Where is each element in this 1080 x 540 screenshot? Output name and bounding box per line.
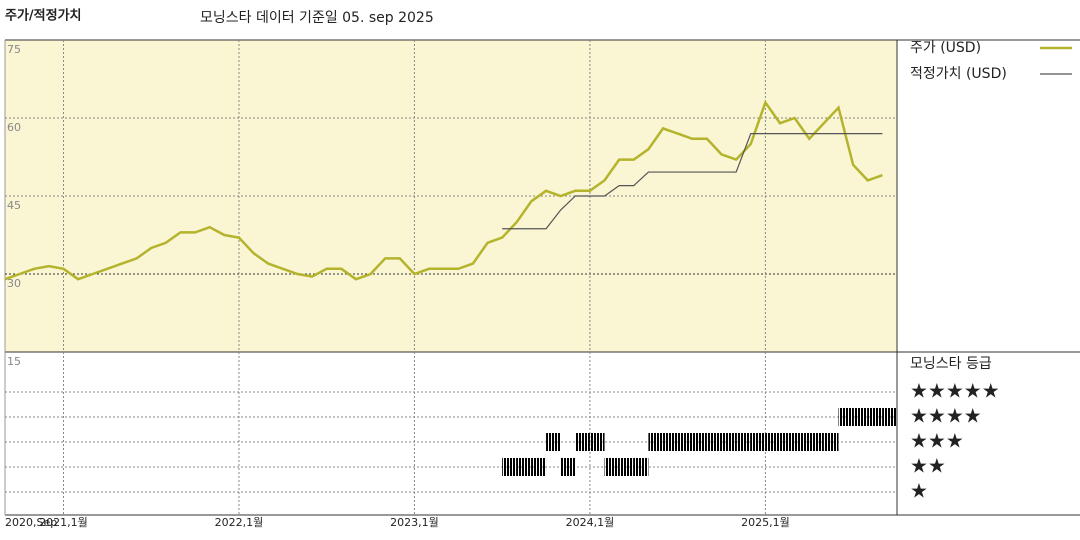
series-line xyxy=(502,133,883,230)
chart-subtitle: 모닝스타 데이터 기준일 05. sep 2025 xyxy=(200,10,434,26)
legend-label: 적정가치 (USD) xyxy=(910,66,1007,82)
rating-bar xyxy=(677,433,693,451)
legend-label: 주가 (USD) xyxy=(910,40,981,56)
rating-label: ★★★★★ xyxy=(910,379,1000,403)
rating-bar xyxy=(531,458,547,476)
rating-bar xyxy=(502,458,517,476)
y-tick-label: 15 xyxy=(7,355,21,368)
rating-bar xyxy=(516,458,532,476)
rating-bar xyxy=(867,408,883,426)
rating-bar xyxy=(736,433,751,451)
rating-bar xyxy=(575,433,590,451)
rating-bar xyxy=(838,408,854,426)
rating-bar xyxy=(648,433,664,451)
x-tick-label: 2025,1월 xyxy=(741,516,790,529)
frame xyxy=(4,39,1080,516)
x-tick-label: 2022,1월 xyxy=(215,516,264,529)
rating-bar xyxy=(706,433,722,451)
rating-bar xyxy=(780,433,795,451)
rating-bar xyxy=(692,433,707,451)
rating-bar xyxy=(809,433,824,451)
rating-bar xyxy=(765,433,781,451)
rating-bar xyxy=(619,458,634,476)
rating-bar xyxy=(663,433,678,451)
x-tick-label: 2020,Sep xyxy=(5,516,57,529)
y-tick-label: 45 xyxy=(7,199,21,212)
rating-label: ★★★★ xyxy=(910,404,982,428)
rating-label: ★ xyxy=(910,479,928,503)
rating-bar xyxy=(589,433,605,451)
rating-bar xyxy=(633,458,649,476)
x-tick-label: 2024,1월 xyxy=(566,516,615,529)
rating-bar xyxy=(750,433,766,451)
x-tick-label: 2023,1월 xyxy=(390,516,439,529)
rating-title: 모닝스타 등급 xyxy=(910,356,992,372)
y-tick-label: 60 xyxy=(7,121,21,134)
rating-bar xyxy=(546,433,561,451)
x-tick-label: 2021,1월 xyxy=(39,516,88,529)
rating-bar xyxy=(853,408,868,426)
rating-label: ★★★ xyxy=(910,429,964,453)
y-tick-label: 30 xyxy=(7,277,21,290)
y-tick-label: 75 xyxy=(7,43,21,56)
rating-label: ★★ xyxy=(910,454,946,478)
rating-bar xyxy=(560,458,576,476)
rating-bar xyxy=(604,458,620,476)
chart-title: 주가/적정가치 xyxy=(5,8,82,24)
rating-bar xyxy=(721,433,737,451)
rating-bar xyxy=(823,433,839,451)
rating-bar xyxy=(882,408,897,426)
series-line xyxy=(4,99,883,281)
rating-bar xyxy=(794,433,810,451)
